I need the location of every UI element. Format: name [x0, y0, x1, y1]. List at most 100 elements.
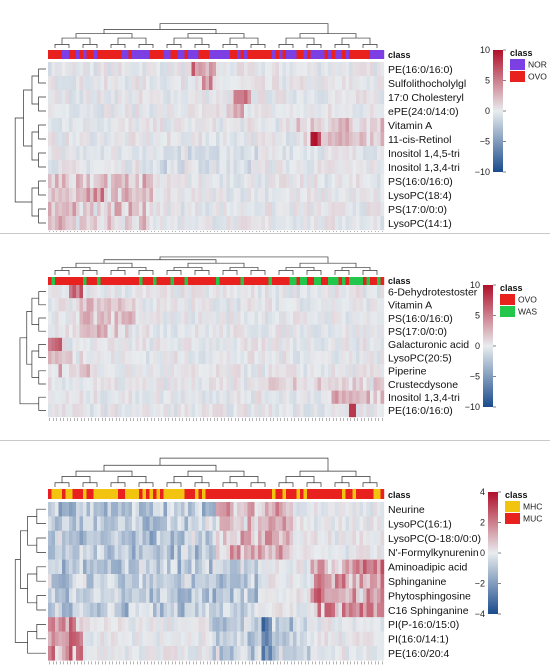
- heatmap-cell: [174, 574, 178, 589]
- heatmap-cell: [363, 174, 367, 189]
- heatmap-cell: [317, 588, 322, 603]
- heatmap-cell: [261, 285, 266, 299]
- row-dendrogram-branch: [38, 208, 46, 224]
- heatmap-cell: [286, 104, 290, 119]
- heatmap-cell: [254, 545, 259, 560]
- heatmap-cell: [118, 516, 122, 531]
- heatmap-cell: [62, 118, 66, 133]
- class-cell: [160, 277, 164, 285]
- heatmap-cell: [58, 390, 63, 404]
- class-cell: [300, 50, 304, 59]
- class-cell: [219, 50, 224, 59]
- heatmap-cell: [51, 545, 56, 560]
- heatmap-cell: [331, 516, 336, 531]
- heatmap-cell: [156, 174, 161, 189]
- heatmap-cell: [55, 545, 59, 560]
- heatmap-cell: [335, 631, 339, 647]
- row-dendrogram-branch: [31, 75, 39, 105]
- heatmap-cell: [198, 617, 203, 632]
- heatmap-cell: [331, 351, 336, 365]
- heatmap-cell: [209, 174, 213, 189]
- heatmap-cell: [170, 559, 175, 575]
- heatmap-cell: [345, 216, 350, 231]
- heatmap-cell: [373, 90, 378, 105]
- heatmap-cell: [321, 390, 325, 404]
- heatmap-cell: [342, 516, 346, 531]
- heatmap-cell: [310, 202, 315, 217]
- heatmap-cell: [324, 202, 329, 217]
- heatmap-cell: [359, 530, 364, 546]
- heatmap-cell: [125, 631, 129, 647]
- heatmap-cell: [279, 403, 283, 418]
- heatmap-cell: [233, 403, 238, 418]
- heatmap-cell: [261, 631, 266, 647]
- heatmap-cell: [62, 62, 66, 77]
- row-dendrogram-branch: [36, 624, 46, 640]
- heatmap-cell: [268, 390, 273, 404]
- heatmap-cell: [167, 351, 171, 365]
- heatmap-cell: [195, 146, 199, 161]
- heatmap-cell: [111, 62, 115, 77]
- heatmap-cell: [247, 311, 252, 325]
- heatmap-cell: [335, 646, 339, 661]
- heatmap-cell: [160, 118, 164, 133]
- heatmap-cell: [128, 351, 133, 365]
- heatmap-cell: [223, 104, 227, 119]
- heatmap-cell: [153, 390, 157, 404]
- heatmap-cell: [321, 202, 325, 217]
- heatmap-cell: [265, 631, 269, 647]
- heatmap-cell: [282, 617, 287, 632]
- heatmap-cell: [321, 502, 325, 517]
- heatmap-cell: [251, 202, 255, 217]
- heatmap-cell: [51, 188, 56, 203]
- class-cell: [153, 277, 157, 285]
- heatmap-cell: [93, 337, 98, 352]
- heatmap-cell: [125, 324, 129, 338]
- heatmap-cell: [72, 574, 77, 589]
- heatmap-cell: [55, 403, 59, 418]
- heatmap-cell: [230, 530, 234, 546]
- heatmap-cell: [146, 118, 150, 133]
- class-cell: [275, 277, 280, 285]
- heatmap-cell: [93, 216, 98, 231]
- heatmap-cell: [69, 351, 73, 365]
- heatmap-cell: [359, 631, 364, 647]
- heatmap-cell: [83, 202, 87, 217]
- class-cell: [125, 277, 129, 285]
- heatmap-cell: [223, 588, 227, 603]
- heatmap-cell: [62, 188, 66, 203]
- heatmap-cell: [174, 324, 178, 338]
- heatmap-cell: [135, 174, 140, 189]
- heatmap-cell: [86, 132, 91, 147]
- heatmap-cell: [324, 118, 329, 133]
- heatmap-cell: [345, 285, 350, 299]
- heatmap-cell: [247, 502, 252, 517]
- heatmap-cell: [244, 364, 248, 378]
- heatmap-cell: [58, 285, 63, 299]
- heatmap-cell: [328, 311, 332, 325]
- heatmap-cell: [118, 132, 122, 147]
- heatmap-cell: [160, 188, 164, 203]
- heatmap-cell: [72, 76, 77, 91]
- heatmap-cell: [342, 298, 346, 312]
- heatmap-cell: [142, 588, 147, 603]
- class-cell: [170, 489, 175, 499]
- heatmap-cell: [51, 90, 56, 105]
- heatmap-cell: [104, 337, 108, 352]
- heatmap-cell: [51, 202, 56, 217]
- column-dendrogram-branch: [222, 44, 238, 48]
- heatmap-cell: [93, 617, 98, 632]
- row-dendrogram-branch: [14, 117, 32, 203]
- heatmap-cell: [205, 298, 210, 312]
- heatmap-cell: [149, 146, 154, 161]
- heatmap-cell: [111, 76, 115, 91]
- row-dendrogram-branch: [31, 187, 39, 217]
- heatmap-cell: [83, 617, 87, 632]
- heatmap-cell: [345, 631, 350, 647]
- heatmap-cell: [83, 298, 87, 312]
- heatmap-cell: [251, 324, 255, 338]
- heatmap-cell: [359, 574, 364, 589]
- class-cell: [363, 489, 367, 499]
- heatmap-cell: [307, 90, 311, 105]
- heatmap-cell: [247, 90, 252, 105]
